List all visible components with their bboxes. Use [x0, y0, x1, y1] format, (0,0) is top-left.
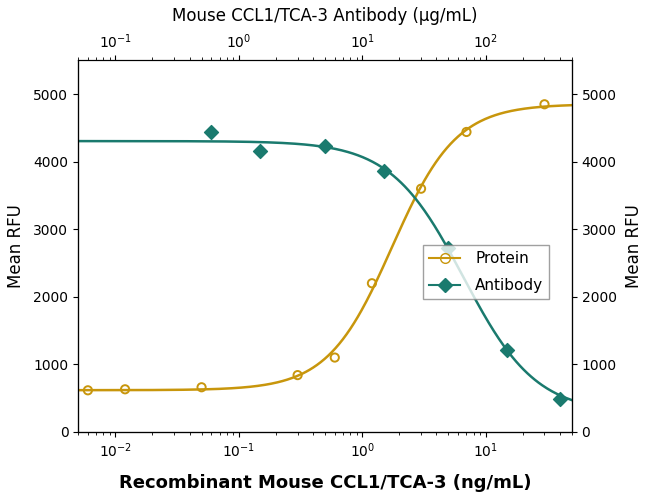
Point	[83, 386, 93, 394]
X-axis label: Recombinant Mouse CCL1/TCA-3 (ng/mL): Recombinant Mouse CCL1/TCA-3 (ng/mL)	[119, 474, 531, 492]
Point	[292, 371, 303, 379]
Point	[320, 142, 330, 150]
Legend: Protein, Antibody: Protein, Antibody	[423, 245, 549, 299]
Point	[255, 147, 266, 155]
Point	[196, 383, 207, 391]
Point	[462, 128, 472, 136]
Point	[367, 279, 377, 287]
Point	[120, 385, 130, 393]
Point	[540, 100, 550, 108]
Point	[206, 128, 216, 136]
Point	[379, 167, 389, 175]
Y-axis label: Mean RFU: Mean RFU	[7, 204, 25, 288]
Point	[554, 395, 565, 403]
Point	[443, 244, 454, 252]
Y-axis label: Mean RFU: Mean RFU	[625, 204, 643, 288]
Point	[604, 405, 614, 413]
Point	[416, 185, 426, 193]
Point	[502, 346, 513, 354]
Point	[330, 354, 340, 362]
X-axis label: Mouse CCL1/TCA-3 Antibody (μg/mL): Mouse CCL1/TCA-3 Antibody (μg/mL)	[172, 7, 478, 25]
